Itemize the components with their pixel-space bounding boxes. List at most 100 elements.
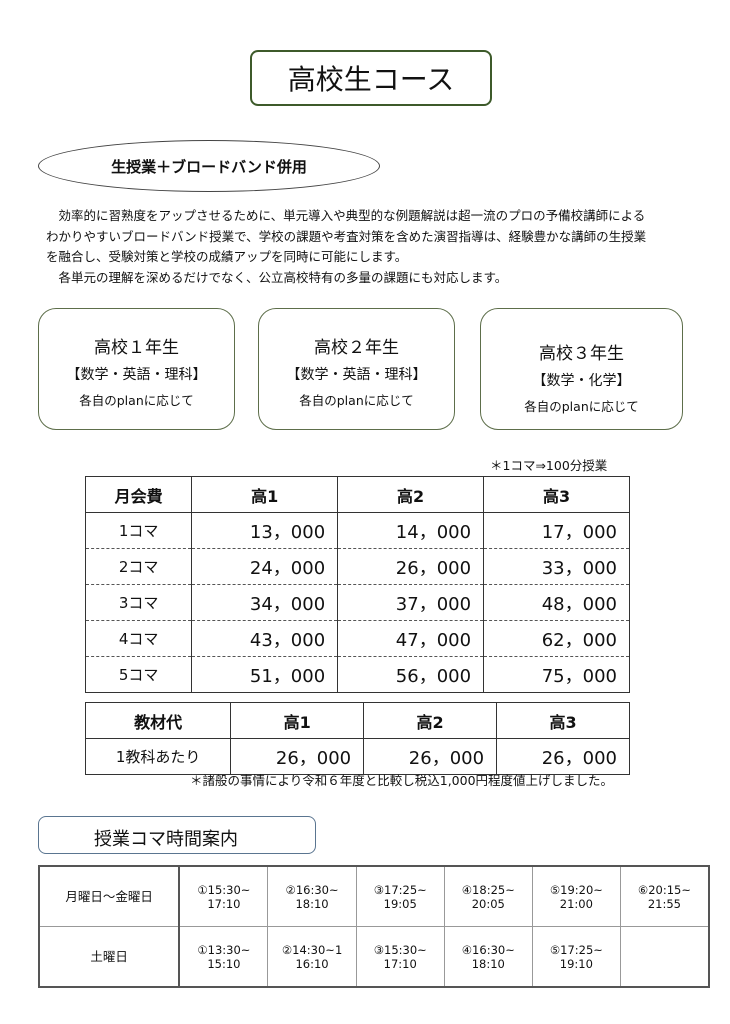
time-slot (619, 926, 710, 988)
time-slot: ②14:30~1 16:10 (267, 926, 357, 988)
table-row: 3コマ 34，000 37，000 48，000 (84, 584, 630, 621)
slot-end: 20:05 (471, 896, 505, 911)
column-header: 高3 (483, 476, 630, 513)
slot-end: 19:05 (383, 896, 417, 911)
fee-cell: 26，000 (363, 738, 498, 775)
slot-start: ③17:25~ (373, 882, 427, 897)
fee-cell: 24，000 (191, 548, 339, 585)
time-slot: ②16:30~ 18:10 (267, 865, 357, 927)
time-slot: ⑤19:20~ 21:00 (531, 865, 621, 927)
grade-box-2: 高校２年生 【数学・英語・理科】 各自のplanに応じて (258, 308, 455, 430)
fee-cell: 33，000 (483, 548, 630, 585)
column-header: 教材代 (84, 702, 232, 739)
schedule-title: 授業コマ時間案内 (38, 816, 316, 854)
schedule-table: 月曜日～金曜日 ①15:30~ 17:10 ②16:30~ 18:10 ③17:25~ 19… (38, 865, 710, 988)
header-row: 月会費 高1 高2 高3 (84, 476, 630, 513)
intro-line: を融合し、受験対策と学校の成績アップを同時に可能にします。 (46, 249, 408, 264)
fee-cell: 56，000 (337, 656, 485, 693)
fee-cell: 34，000 (191, 584, 339, 621)
course-subtitle: 生授業＋ブロードバンド併用 (38, 140, 380, 192)
row-label: 5コマ (84, 656, 193, 693)
row-label: 1コマ (84, 512, 193, 549)
header-row: 教材代 高1 高2 高3 (84, 702, 630, 739)
grade-plan: 各自のplanに応じて (299, 393, 414, 408)
grade-box-3: 高校３年生 【数学・化学】 各自のplanに応じて (480, 308, 683, 430)
fee-cell: 37，000 (337, 584, 485, 621)
time-slot: ④16:30~ 18:10 (443, 926, 533, 988)
slot-start: ①15:30~ (197, 882, 251, 897)
time-slot: ①15:30~ 17:10 (178, 865, 269, 927)
schedule-row: 月曜日～金曜日 ①15:30~ 17:10 ②16:30~ 18:10 ③17:25~ 19… (38, 865, 710, 927)
time-slot: ③17:25~ 19:05 (355, 865, 445, 927)
column-header: 高2 (363, 702, 498, 739)
grade-box-1: 高校１年生 【数学・英語・理科】 各自のplanに応じて (38, 308, 235, 430)
slot-end: 16:10 (295, 956, 329, 971)
koma-note: ＊1コマ⇒100分授業 (490, 458, 608, 473)
fee-cell: 17，000 (483, 512, 630, 549)
time-slot: ⑥20:15~ 21:55 (619, 865, 710, 927)
column-header: 高3 (496, 702, 630, 739)
fee-cell: 48，000 (483, 584, 630, 621)
slot-end: 21:55 (647, 896, 682, 911)
slot-end: 18:10 (295, 896, 329, 911)
row-label: 3コマ (84, 584, 193, 621)
slot-end: 17:10 (207, 896, 241, 911)
fee-cell: 47，000 (337, 620, 485, 657)
grade-label: 高校２年生 (314, 338, 399, 358)
fee-cell: 62，000 (483, 620, 630, 657)
intro-line: わかりやすいブロードバンド授業で、学校の課題や考査対策を含めた演習指導は、経験豊… (46, 228, 647, 244)
schedule-row: 土曜日 ①13:30~ 15:10 ②14:30~1 16:10 ③15:30~ 17:10… (38, 926, 710, 988)
grade-subjects: 【数学・化学】 (532, 373, 631, 389)
time-slot: ⑤17:25~ 19:10 (531, 926, 621, 988)
fee-cell: 13，000 (191, 512, 339, 549)
fee-cell: 75，000 (483, 656, 630, 693)
fee-cell: 26，000 (230, 738, 365, 775)
time-slot: ①13:30~ 15:10 (178, 926, 269, 988)
column-header: 高1 (230, 702, 365, 739)
grade-plan: 各自のplanに応じて (79, 393, 194, 408)
slot-end: 18:10 (471, 956, 505, 971)
column-header: 高1 (191, 476, 339, 513)
table-row: 5コマ 51，000 56，000 75，000 (84, 656, 630, 693)
day-label: 土曜日 (38, 926, 181, 988)
table-row: 1教科あたり 26，000 26，000 26，000 (84, 738, 630, 775)
material-fee-table: 教材代 高1 高2 高3 1教科あたり 26，000 26，000 26，000 (84, 702, 630, 775)
slot-start: ③15:30~ (373, 942, 427, 957)
day-label: 月曜日～金曜日 (38, 865, 181, 927)
grade-label: 高校１年生 (94, 338, 179, 358)
slot-start: ①13:30~ (197, 942, 251, 957)
slot-start: ⑥20:15~ (637, 882, 691, 897)
intro-line: 効率的に習熟度をアップさせるために、単元導入や典型的な例題解説は超一流のプロの予… (46, 208, 646, 223)
row-label: 1教科あたり (84, 738, 232, 775)
price-note: ＊諸般の事情により令和６年度と比較し税込1,000円程度値上げしました。 (190, 773, 614, 788)
slot-start: ⑤19:20~ (549, 882, 603, 897)
row-label: 2コマ (84, 548, 193, 585)
monthly-fee-table: 月会費 高1 高2 高3 1コマ 13，000 14，000 17，000 2コマ 24，000 2… (84, 476, 630, 693)
table-row: 2コマ 24，000 26，000 33，000 (84, 548, 630, 585)
fee-cell: 14，000 (337, 512, 485, 549)
slot-start: ②14:30~1 (281, 942, 343, 957)
fee-cell: 51，000 (191, 656, 339, 693)
slot-end: 15:10 (207, 956, 241, 971)
column-header: 月会費 (84, 476, 193, 513)
column-header: 高2 (337, 476, 485, 513)
fee-cell: 43，000 (191, 620, 339, 657)
grade-label: 高校３年生 (539, 344, 624, 364)
slot-start: ②16:30~ (285, 882, 339, 897)
page-title: 高校生コース (250, 50, 492, 106)
time-slot: ③15:30~ 17:10 (355, 926, 445, 988)
row-label: 4コマ (84, 620, 193, 657)
fee-cell: 26，000 (496, 738, 630, 775)
slot-end: 19:10 (559, 956, 593, 971)
time-slot: ④18:25~ 20:05 (443, 865, 533, 927)
fee-cell: 26，000 (337, 548, 485, 585)
slot-start: ④16:30~ (461, 942, 515, 957)
intro-text: 効率的に習熟度をアップさせるために、単元導入や典型的な例題解説は超一流のプロの予… (46, 206, 696, 288)
table-row: 4コマ 43，000 47，000 62，000 (84, 620, 630, 657)
slot-end: 21:00 (559, 896, 593, 911)
grade-subjects: 【数学・英語・理科】 (286, 367, 427, 383)
intro-line: 各単元の理解を深めるだけでなく、公立高校特有の多量の課題にも対応します。 (46, 269, 508, 285)
table-row: 1コマ 13，000 14，000 17，000 (84, 512, 630, 549)
grade-plan: 各自のplanに応じて (524, 399, 639, 414)
